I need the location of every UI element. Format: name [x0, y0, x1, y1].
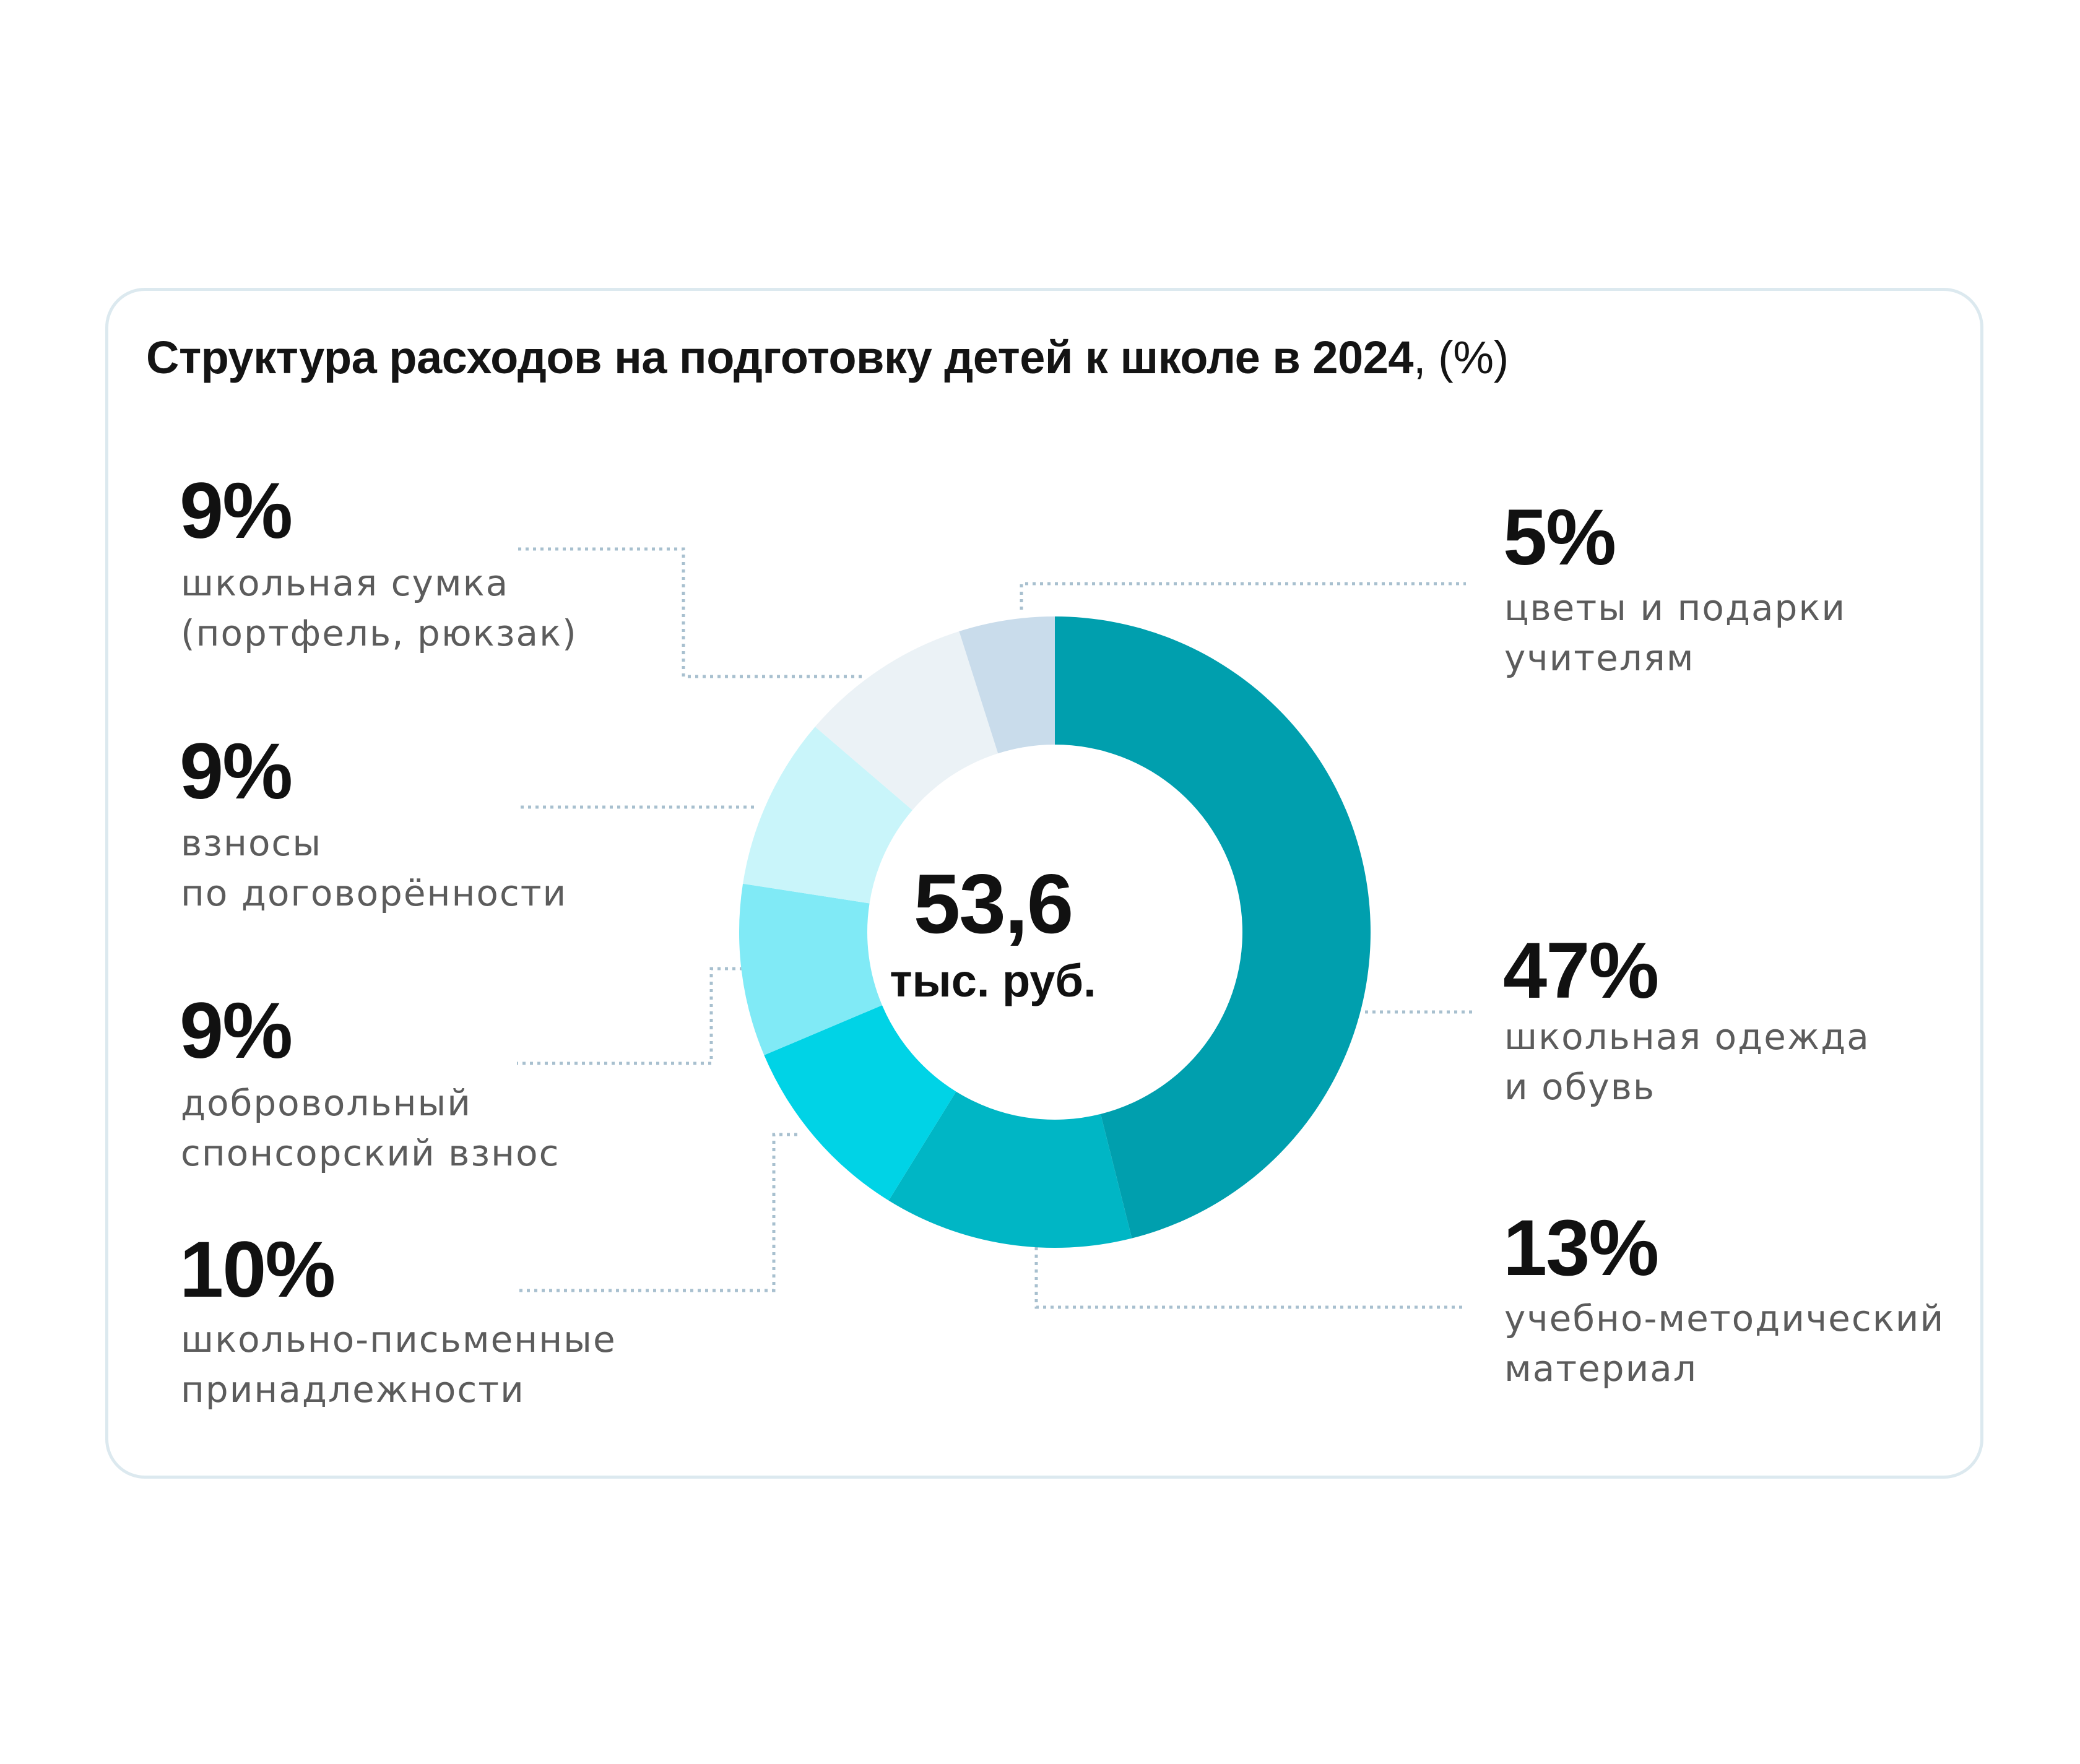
slice-label-clothing-line-1: школьная одежда	[1504, 1016, 1870, 1058]
donut-slice-school-bag	[815, 631, 999, 810]
total-unit: тыс. руб.	[890, 955, 1096, 1006]
slice-label-agreed-fees-line-1: взносы	[181, 822, 323, 864]
chart-card	[105, 288, 1983, 1479]
slice-label-flowers-gifts-line-1: цветы и подарки	[1504, 587, 1847, 629]
slice-label-agreed-fees: взносы по договорённости	[181, 818, 567, 919]
slice-label-study-materials-line-2: материал	[1504, 1347, 1697, 1390]
chart-title-unit: , (%)	[1413, 332, 1509, 383]
slice-label-study-materials: учебно-методический материал	[1504, 1294, 1944, 1394]
slice-label-clothing: школьная одежда и обувь	[1504, 1012, 1870, 1112]
slice-percent-sponsor-fee: 9%	[180, 987, 293, 1075]
leader-line-school-bag	[517, 547, 862, 678]
slice-percent-study-materials: 13%	[1503, 1204, 1659, 1292]
slice-label-sponsor-fee-line-2: спонсорский взнос	[181, 1132, 560, 1174]
slice-percent-agreed-fees: 9%	[180, 727, 293, 816]
slice-label-flowers-gifts: цветы и подарки учителям	[1504, 583, 1846, 683]
slice-percent-stationery: 10%	[180, 1226, 336, 1314]
slice-label-study-materials-line-1: учебно-методический	[1504, 1297, 1945, 1339]
slice-label-school-bag-line-1: школьная сумка	[181, 562, 509, 604]
slice-percent-school-bag: 9%	[180, 467, 293, 555]
chart-title: Структура расходов на подготовку детей к…	[146, 331, 1509, 384]
donut-slice-stationery	[764, 1005, 956, 1201]
slice-label-stationery: школьно-письменные принадлежности	[181, 1315, 617, 1415]
donut-slice-sponsor-fee	[739, 883, 882, 1055]
donut-slice-study-materials	[888, 1091, 1132, 1248]
leader-line-study-materials	[1034, 1247, 1466, 1309]
slice-label-sponsor-fee: добровольный спонсорский взнос	[181, 1078, 560, 1178]
slice-percent-flowers-gifts: 5%	[1503, 493, 1616, 582]
donut-slice-clothing	[1055, 616, 1371, 1239]
leader-line-sponsor-fee	[517, 967, 743, 1065]
slice-label-stationery-line-2: принадлежности	[181, 1368, 525, 1411]
slice-label-stationery-line-1: школьно-письменные	[181, 1318, 617, 1360]
slice-label-sponsor-fee-line-1: добровольный	[181, 1082, 472, 1124]
chart-title-main: Структура расходов на подготовку детей к…	[146, 332, 1414, 383]
donut-slice-agreed-fees	[743, 727, 912, 904]
total-value: 53,6	[913, 857, 1074, 951]
slice-label-school-bag-line-2: (портфель, рюкзак)	[181, 612, 578, 654]
slice-label-clothing-line-2: и обувь	[1504, 1066, 1656, 1108]
donut-slice-flowers-gifts	[959, 616, 1055, 754]
slice-label-agreed-fees-line-2: по договорённости	[181, 872, 568, 914]
slice-label-school-bag: школьная сумка (портфель, рюкзак)	[181, 558, 578, 659]
slice-label-flowers-gifts-line-2: учителям	[1504, 637, 1695, 679]
slice-percent-clothing: 47%	[1503, 927, 1659, 1015]
leader-line-flowers-gifts	[1020, 582, 1466, 610]
